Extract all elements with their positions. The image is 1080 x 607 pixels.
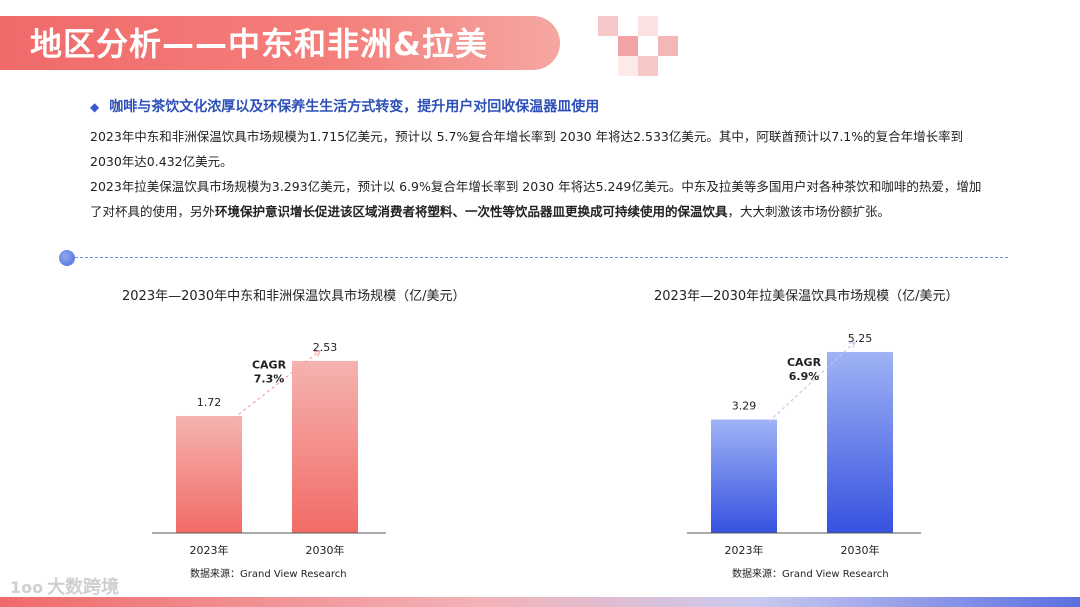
bar-0 bbox=[176, 415, 242, 533]
paragraph-mea: 2023年中东和非洲保温饮具市场规模为1.715亿美元，预计以 5.7%复合年增… bbox=[90, 129, 964, 169]
footer-gradient-bar bbox=[0, 597, 1080, 607]
title-banner bbox=[0, 16, 560, 70]
bar-1 bbox=[292, 360, 358, 533]
category-label-0: 2023年 bbox=[190, 543, 229, 557]
growth-arrow-head-icon bbox=[849, 341, 856, 348]
paragraph-latam: 2023年拉美保温饮具市场规模为3.293亿美元，预计以 6.9%复合年增长率到… bbox=[90, 179, 982, 219]
logo-mark-icon: 1oo bbox=[10, 578, 44, 597]
growth-arrow-line bbox=[233, 350, 321, 419]
value-label-0: 3.29 bbox=[732, 400, 757, 413]
chart-title-mea: 2023年—2030年中东和非洲保温饮具市场规模（亿/美元） bbox=[122, 289, 466, 304]
summary-heading: ◆ 咖啡与茶饮文化浓厚以及环保养生生活方式转变，提升用户对回收保温器皿使用 bbox=[90, 99, 600, 115]
source-note-mea: 数据来源：Grand View Research bbox=[190, 569, 347, 580]
cagr-value: 7.3% bbox=[254, 372, 285, 385]
diamond-bullet-icon: ◆ bbox=[90, 100, 100, 114]
growth-arrow-line bbox=[768, 341, 856, 422]
growth-arrow-head-icon bbox=[313, 350, 321, 357]
chart-title-latam: 2023年—2030年拉美保温饮具市场规模（亿/美元） bbox=[654, 289, 959, 304]
cagr-value: 6.9% bbox=[789, 370, 820, 383]
category-label-0: 2023年 bbox=[725, 543, 764, 557]
bar-0 bbox=[711, 419, 777, 533]
cagr-label: CAGR bbox=[252, 358, 287, 371]
category-label-1: 2030年 bbox=[306, 543, 345, 557]
brand-logo: 1oo 大数跨境 bbox=[10, 577, 120, 598]
value-label-0: 1.72 bbox=[197, 396, 222, 409]
cagr-label: CAGR bbox=[787, 356, 822, 369]
page-title: 地区分析——中东和非洲&拉美 bbox=[30, 25, 488, 63]
dashed-divider bbox=[70, 257, 1008, 258]
source-note-latam: 数据来源：Grand View Research bbox=[732, 569, 889, 580]
category-label-1: 2030年 bbox=[841, 543, 880, 557]
bar-1 bbox=[827, 351, 893, 533]
divider-dot-icon bbox=[59, 250, 75, 266]
